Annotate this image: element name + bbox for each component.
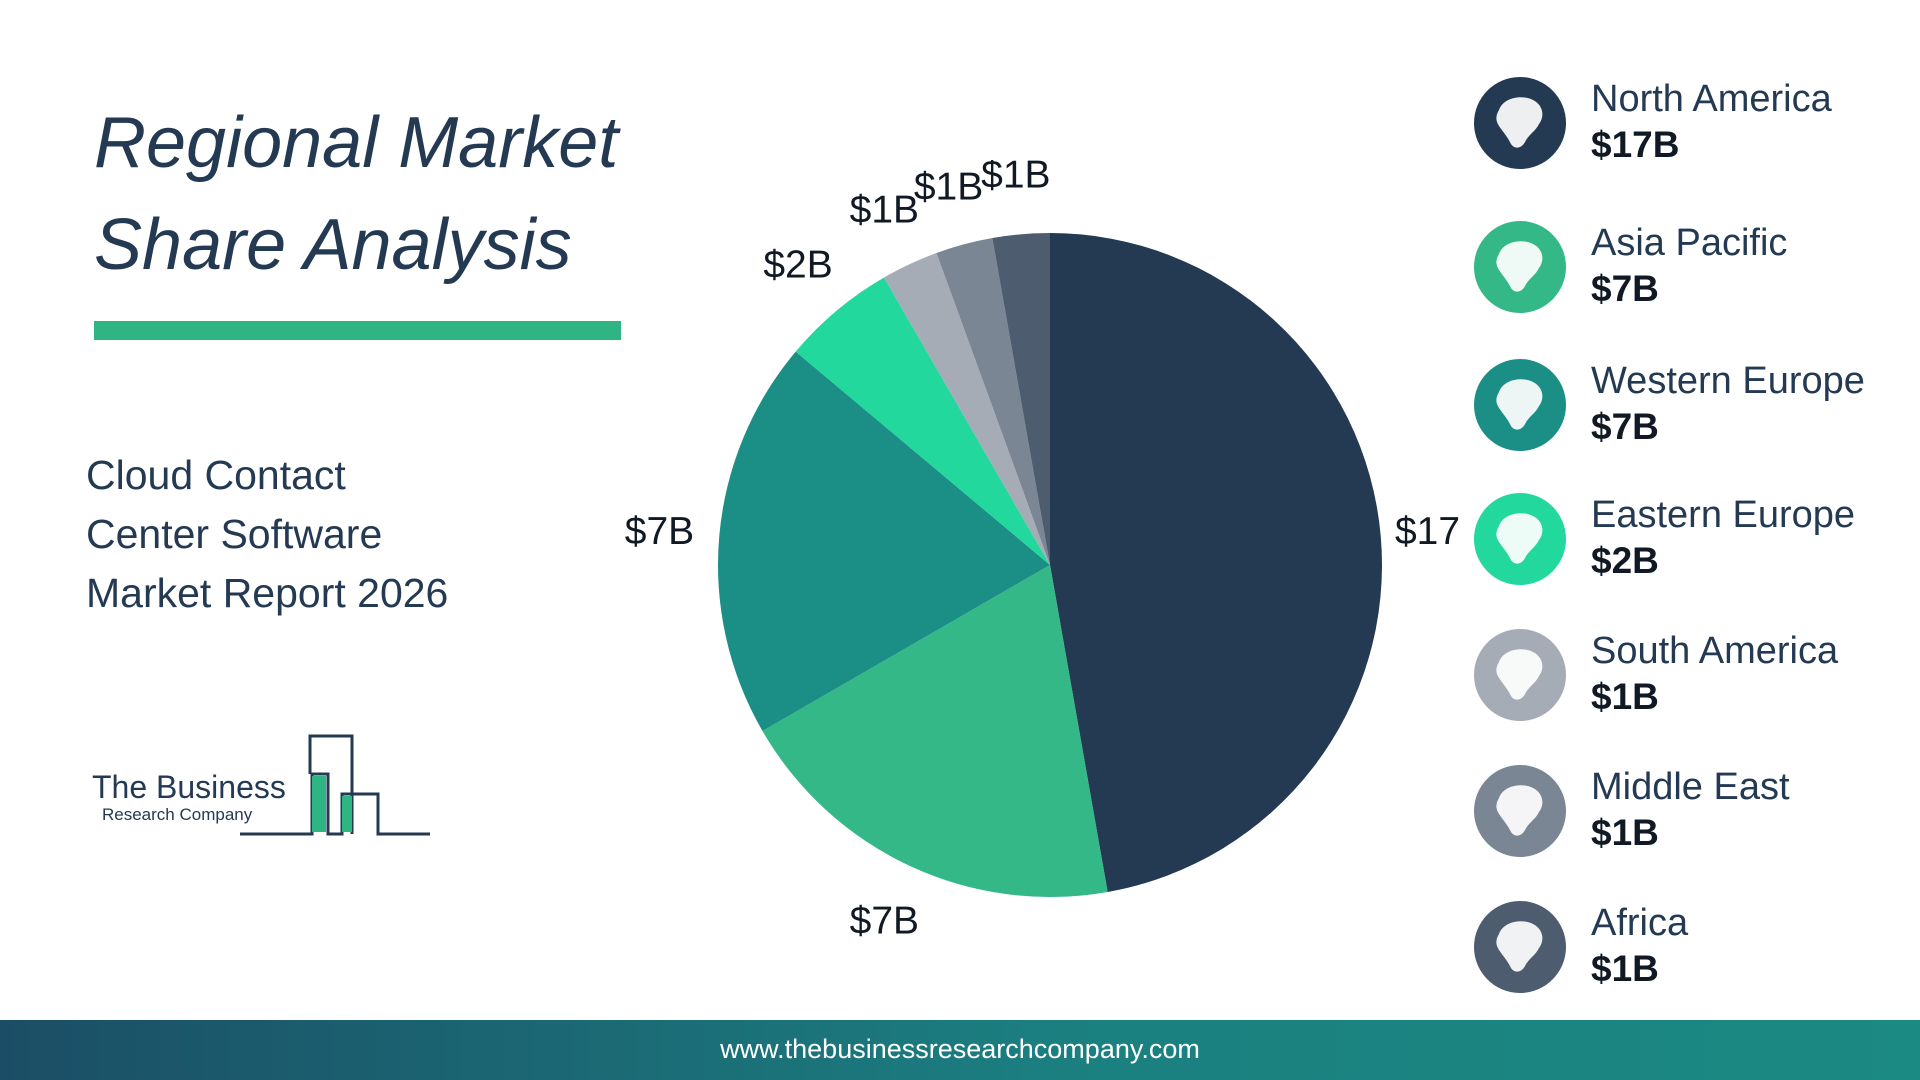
pie-data-label: $1B [850, 189, 919, 232]
legend-label: Eastern Europe [1591, 494, 1856, 536]
title-line-2: Share Analysis [94, 205, 572, 285]
pie-slice-south-america [884, 253, 1050, 566]
africa-map-icon [1474, 901, 1566, 993]
pie-slice-north-america [1050, 233, 1382, 892]
legend-value: $7B [1591, 406, 1659, 447]
pie-data-label: $1B [914, 165, 983, 208]
footer-url[interactable]: www.thebusinessresearchcompany.com [720, 1034, 1200, 1064]
subtitle-line-3: Market Report 2026 [86, 570, 449, 616]
subtitle-line-2: Center Software [86, 511, 383, 557]
pie-slice-africa [992, 233, 1050, 565]
pie-data-label: $7B [850, 899, 919, 942]
legend-value: $7B [1591, 268, 1659, 309]
report-subtitle: Cloud Contact Center Software Market Rep… [86, 446, 506, 623]
legend-item: Asia Pacific $7B [1473, 220, 1913, 316]
asia-pacific-map-icon [1474, 221, 1566, 313]
pie-data-label: $1B [981, 160, 1050, 196]
legend-value: $1B [1591, 812, 1659, 853]
logo-line-1: The Business [92, 769, 286, 805]
legend-item: South America $1B [1473, 628, 1913, 724]
legend-value: $1B [1591, 948, 1659, 989]
footer-bar: www.thebusinessresearchcompany.com [0, 1020, 1920, 1080]
pie-slice-middle-east [936, 238, 1050, 565]
pie-data-label: $17B [1395, 510, 1460, 553]
legend-label: North America [1591, 78, 1832, 120]
legend-label: Asia Pacific [1591, 222, 1788, 264]
pie-slice-eastern-europe [795, 277, 1050, 565]
company-logo: The Business Research Company [92, 734, 430, 836]
legend-label: Middle East [1591, 766, 1790, 808]
page-title: Regional Market Share Analysis [94, 92, 654, 296]
legend-label: South America [1591, 630, 1839, 672]
legend-value: $1B [1591, 676, 1659, 717]
eastern-europe-map-icon [1474, 493, 1566, 585]
pie-slice-asia-pacific [762, 565, 1108, 897]
logo-line-2: Research Company [102, 805, 253, 824]
pie-slice-western-europe [718, 351, 1050, 731]
legend-item: Eastern Europe $2B [1473, 492, 1913, 588]
pie-chart: $17B$7B$7B$2B$1B$1B$1B [625, 160, 1460, 942]
pie-data-label: $7B [625, 510, 694, 553]
title-line-1: Regional Market [94, 103, 619, 183]
subtitle-line-1: Cloud Contact [86, 452, 346, 498]
legend-label: Africa [1591, 902, 1689, 944]
legend-item: Middle East $1B [1473, 764, 1913, 860]
middle-east-map-icon [1474, 765, 1566, 857]
western-europe-map-icon [1474, 359, 1566, 451]
legend-label: Western Europe [1591, 360, 1865, 402]
legend-value: $2B [1591, 540, 1659, 581]
north-america-map-icon [1474, 77, 1566, 169]
legend-item: Western Europe $7B [1473, 358, 1913, 454]
pie-data-label: $2B [763, 244, 832, 287]
legend-value: $17B [1591, 124, 1680, 165]
title-underline [94, 321, 621, 340]
legend-item: North America $17B [1473, 76, 1913, 172]
south-america-map-icon [1474, 629, 1566, 721]
legend-item: Africa $1B [1473, 900, 1913, 996]
